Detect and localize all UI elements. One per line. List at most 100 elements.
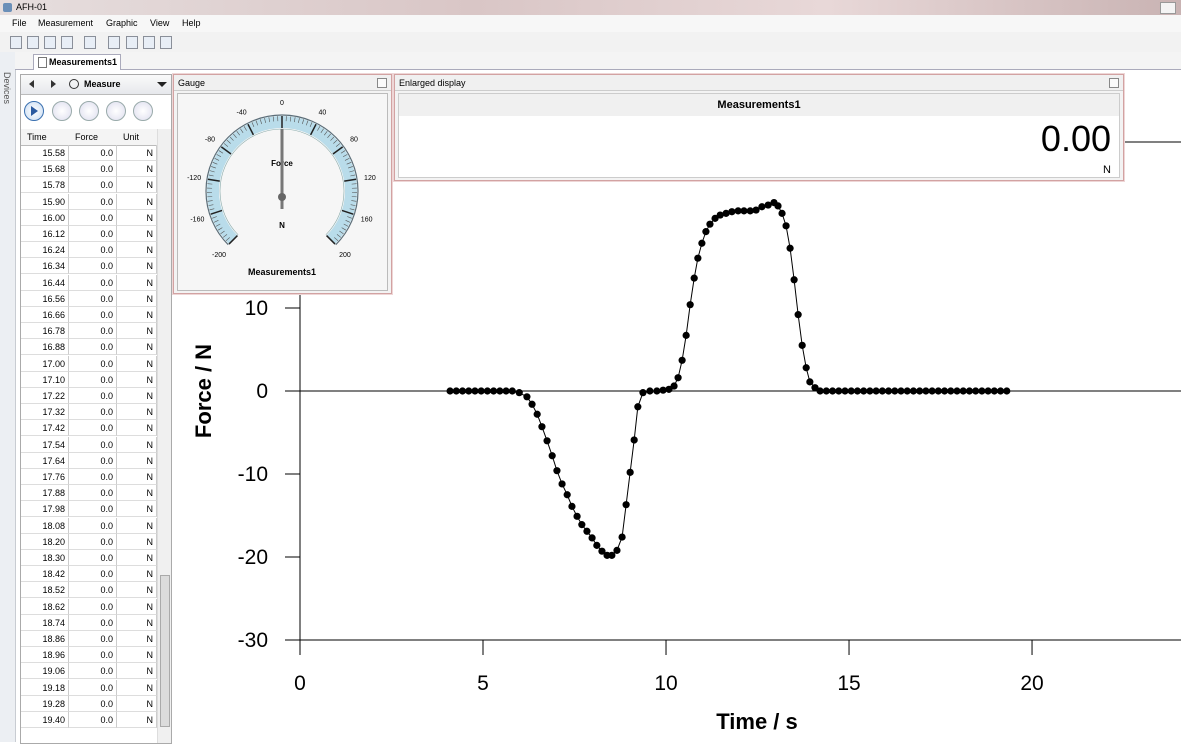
gauge-tick-label: 0 xyxy=(280,100,284,107)
table-cell: 0.0 xyxy=(69,194,117,210)
table-cell: 15.58 xyxy=(21,145,69,161)
table-cell: 0.0 xyxy=(69,469,117,485)
dropdown[interactable] xyxy=(157,82,167,87)
panel-title-bar: Enlarged display xyxy=(395,75,1123,91)
table-cell: 18.52 xyxy=(21,582,69,598)
data-point xyxy=(558,480,565,487)
data-point xyxy=(478,387,485,394)
data-point xyxy=(631,436,638,443)
play-button[interactable] xyxy=(24,101,44,121)
x-tick-label: 20 xyxy=(1020,672,1043,695)
data-point xyxy=(916,387,923,394)
table-cell: 0.0 xyxy=(69,453,117,469)
menu-item[interactable]: View xyxy=(150,18,169,28)
data-point xyxy=(795,311,802,318)
devices-label[interactable]: Devices xyxy=(2,72,12,104)
table-cell: 18.74 xyxy=(21,615,69,631)
table-cell: 16.88 xyxy=(21,339,69,355)
enlarged-display-panel: Enlarged display Measurements1 0.00 N xyxy=(394,74,1124,181)
table-cell: 0.0 xyxy=(69,372,117,388)
hand-button[interactable] xyxy=(106,101,126,121)
mode-label[interactable]: Measure xyxy=(84,79,121,89)
data-point xyxy=(978,387,985,394)
data-point xyxy=(564,491,571,498)
toolbar-button[interactable] xyxy=(84,36,96,49)
toolbar-button[interactable] xyxy=(160,36,172,49)
pause-button[interactable] xyxy=(52,101,72,121)
tab[interactable]: Measurements1 xyxy=(33,54,121,70)
data-point xyxy=(583,528,590,535)
toolbar-button[interactable] xyxy=(44,36,56,49)
table-cell: 0.0 xyxy=(69,339,117,355)
toolbar-button[interactable] xyxy=(10,36,22,49)
data-point xyxy=(674,374,681,381)
data-point xyxy=(509,387,516,394)
y-tick-label: 10 xyxy=(245,297,268,320)
data-point xyxy=(496,387,503,394)
menu-item[interactable]: Help xyxy=(182,18,201,28)
data-point xyxy=(698,240,705,247)
data-point xyxy=(578,521,585,528)
table-cell: N xyxy=(117,307,157,323)
table-cell: 0.0 xyxy=(69,258,117,274)
table-cell: 0.0 xyxy=(69,420,117,436)
scroll-thumb[interactable] xyxy=(160,575,170,727)
table-cell: N xyxy=(117,388,157,404)
data-point xyxy=(1003,387,1010,394)
tab-icon xyxy=(38,57,47,68)
window-button[interactable] xyxy=(1160,2,1176,14)
toolbar-button[interactable] xyxy=(108,36,120,49)
toolbar-button[interactable] xyxy=(27,36,39,49)
column-header: Force xyxy=(75,132,98,142)
gauge-tick-label: -120 xyxy=(187,175,201,182)
settings-button[interactable] xyxy=(133,101,153,121)
table-cell: 0.0 xyxy=(69,582,117,598)
table-cell: 16.00 xyxy=(21,210,69,226)
table-cell: 17.42 xyxy=(21,420,69,436)
data-point xyxy=(670,382,677,389)
next-button[interactable] xyxy=(51,80,56,88)
play-icon xyxy=(31,106,38,116)
table-cell: 0.0 xyxy=(69,712,117,728)
data-point xyxy=(694,255,701,262)
column-header: Unit xyxy=(123,132,139,142)
table-cell: N xyxy=(117,194,157,210)
table-cell: N xyxy=(117,534,157,550)
display-value: 0.00 xyxy=(1041,118,1111,160)
table-cell: 0.0 xyxy=(69,226,117,242)
table-cell: N xyxy=(117,291,157,307)
data-point xyxy=(653,387,660,394)
toolbar-button[interactable] xyxy=(61,36,73,49)
table-cell: 0.0 xyxy=(69,534,117,550)
close-button[interactable] xyxy=(1109,78,1119,88)
data-point xyxy=(687,301,694,308)
table-cell: 18.62 xyxy=(21,599,69,615)
menu-item[interactable]: Graphic xyxy=(106,18,138,28)
data-point xyxy=(991,387,998,394)
data-point xyxy=(538,423,545,430)
data-point xyxy=(453,387,460,394)
table-cell: 17.98 xyxy=(21,501,69,517)
app-icon xyxy=(3,3,12,12)
menu-item[interactable]: Measurement xyxy=(38,18,93,28)
data-point xyxy=(593,542,600,549)
stop-button[interactable] xyxy=(79,101,99,121)
gauge-tick-label: -200 xyxy=(212,252,226,259)
toolbar-button[interactable] xyxy=(126,36,138,49)
table-cell: 0.0 xyxy=(69,663,117,679)
table-cell: N xyxy=(117,566,157,582)
gauge-name: Measurements1 xyxy=(248,267,316,277)
table-cell: 19.40 xyxy=(21,712,69,728)
table-cell: 0.0 xyxy=(69,177,117,193)
data-point xyxy=(922,387,929,394)
toolbar-button[interactable] xyxy=(143,36,155,49)
data-point xyxy=(941,387,948,394)
table-cell: 19.06 xyxy=(21,663,69,679)
table-cell: 0.0 xyxy=(69,518,117,534)
scrollbar[interactable] xyxy=(157,129,171,743)
table-cell: N xyxy=(117,145,157,161)
table-cell: N xyxy=(117,420,157,436)
menu-item[interactable]: File xyxy=(12,18,27,28)
prev-button[interactable] xyxy=(29,80,34,88)
